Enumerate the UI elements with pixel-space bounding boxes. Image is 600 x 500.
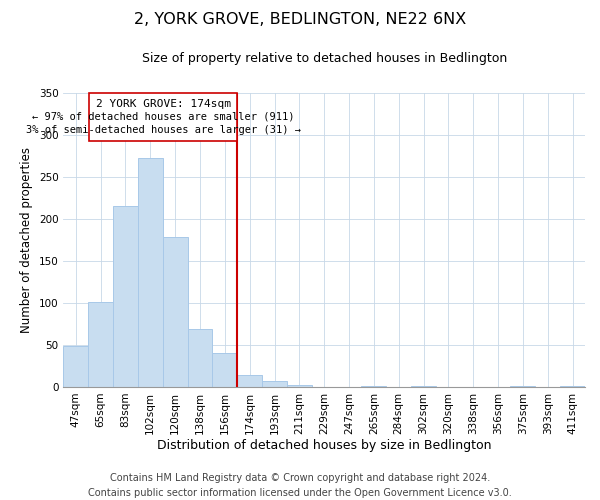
FancyBboxPatch shape xyxy=(89,93,237,141)
Text: ← 97% of detached houses are smaller (911): ← 97% of detached houses are smaller (91… xyxy=(32,112,295,122)
Bar xyxy=(287,386,312,387)
Bar xyxy=(188,329,212,387)
Bar xyxy=(113,206,138,387)
Text: 2 YORK GROVE: 174sqm: 2 YORK GROVE: 174sqm xyxy=(96,98,231,108)
Bar xyxy=(64,346,88,387)
Bar xyxy=(262,381,287,387)
Bar xyxy=(511,386,535,387)
Text: 3% of semi-detached houses are larger (31) →: 3% of semi-detached houses are larger (3… xyxy=(26,126,301,136)
Bar xyxy=(88,302,113,387)
Bar xyxy=(237,375,262,387)
X-axis label: Distribution of detached houses by size in Bedlington: Distribution of detached houses by size … xyxy=(157,440,491,452)
Text: 2, YORK GROVE, BEDLINGTON, NE22 6NX: 2, YORK GROVE, BEDLINGTON, NE22 6NX xyxy=(134,12,466,28)
Bar xyxy=(361,386,386,387)
Text: Contains HM Land Registry data © Crown copyright and database right 2024.
Contai: Contains HM Land Registry data © Crown c… xyxy=(88,472,512,498)
Bar xyxy=(560,386,585,387)
Bar xyxy=(138,158,163,387)
Y-axis label: Number of detached properties: Number of detached properties xyxy=(20,147,33,333)
Bar xyxy=(212,352,237,387)
Bar xyxy=(163,236,188,387)
Bar xyxy=(411,386,436,387)
Title: Size of property relative to detached houses in Bedlington: Size of property relative to detached ho… xyxy=(142,52,507,66)
